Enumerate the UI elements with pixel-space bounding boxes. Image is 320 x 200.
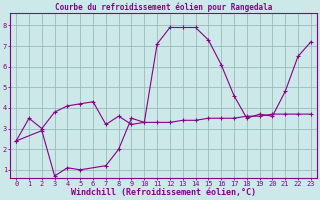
Title: Courbe du refroidissement éolien pour Rangedala: Courbe du refroidissement éolien pour Ra… xyxy=(55,3,272,12)
X-axis label: Windchill (Refroidissement éolien,°C): Windchill (Refroidissement éolien,°C) xyxy=(71,188,256,197)
